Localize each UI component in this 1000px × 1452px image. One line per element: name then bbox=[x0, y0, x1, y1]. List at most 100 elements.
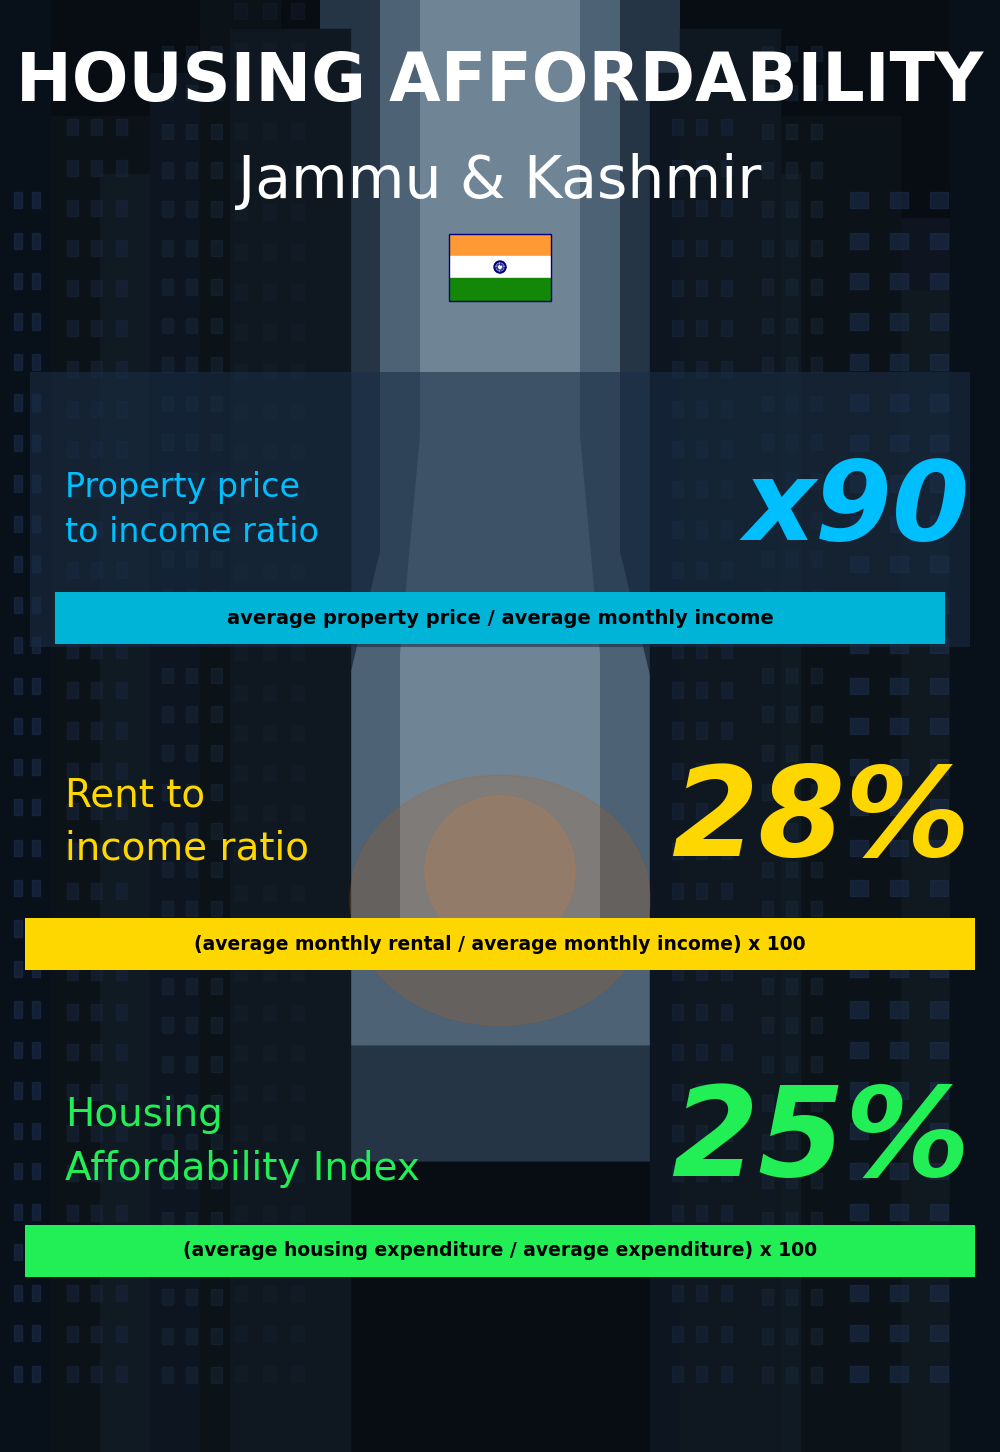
Bar bbox=[786, 1095, 797, 1111]
Bar bbox=[162, 1018, 173, 1032]
Bar bbox=[234, 845, 247, 861]
Bar bbox=[672, 200, 683, 216]
Bar bbox=[786, 1056, 797, 1072]
Bar bbox=[672, 964, 683, 980]
Bar bbox=[67, 240, 78, 256]
Bar bbox=[850, 719, 868, 735]
Bar bbox=[811, 513, 822, 527]
Bar bbox=[162, 1095, 173, 1111]
Bar bbox=[890, 1002, 908, 1018]
Bar bbox=[91, 200, 102, 216]
Bar bbox=[186, 202, 197, 216]
Bar bbox=[890, 1244, 908, 1260]
Bar bbox=[762, 1056, 773, 1072]
Bar bbox=[850, 1082, 868, 1099]
Bar bbox=[672, 1285, 683, 1301]
Bar bbox=[211, 84, 222, 100]
Bar bbox=[721, 762, 732, 778]
Bar bbox=[234, 765, 247, 781]
Bar bbox=[696, 481, 707, 497]
Bar bbox=[116, 923, 127, 939]
Bar bbox=[721, 280, 732, 296]
Bar bbox=[786, 1366, 797, 1382]
Text: average property price / average monthly income: average property price / average monthly… bbox=[227, 608, 773, 627]
Bar bbox=[450, 256, 550, 277]
Bar bbox=[291, 1125, 304, 1141]
Bar bbox=[162, 1250, 173, 1266]
Bar bbox=[263, 925, 276, 941]
Bar bbox=[14, 556, 22, 572]
Bar bbox=[211, 668, 222, 682]
Bar bbox=[14, 1122, 22, 1138]
Bar bbox=[696, 1003, 707, 1019]
Bar bbox=[32, 192, 40, 208]
Bar bbox=[116, 280, 127, 296]
Bar bbox=[762, 784, 773, 800]
Bar bbox=[263, 884, 276, 900]
Bar bbox=[162, 240, 173, 256]
Bar bbox=[263, 1246, 276, 1262]
Bar bbox=[930, 637, 948, 653]
Bar bbox=[162, 979, 173, 995]
Bar bbox=[14, 799, 22, 815]
Bar bbox=[211, 163, 222, 179]
Bar bbox=[721, 883, 732, 899]
Bar bbox=[850, 880, 868, 896]
Bar bbox=[162, 939, 173, 955]
Bar bbox=[696, 1085, 707, 1101]
Bar bbox=[234, 203, 247, 219]
Bar bbox=[721, 803, 732, 819]
Bar bbox=[762, 745, 773, 761]
Bar bbox=[234, 1085, 247, 1102]
Bar bbox=[186, 979, 197, 995]
Bar bbox=[811, 202, 822, 216]
Bar bbox=[263, 283, 276, 299]
Bar bbox=[786, 900, 797, 916]
Bar bbox=[696, 1246, 707, 1262]
Bar bbox=[186, 1250, 197, 1266]
Bar bbox=[186, 1211, 197, 1227]
Bar bbox=[263, 444, 276, 460]
Bar bbox=[263, 83, 276, 99]
Bar bbox=[200, 0, 280, 1452]
Text: Property price
to income ratio: Property price to income ratio bbox=[65, 470, 319, 549]
Bar bbox=[32, 273, 40, 289]
Bar bbox=[840, 290, 980, 1452]
Bar bbox=[186, 745, 197, 761]
Bar bbox=[67, 682, 78, 698]
Bar bbox=[786, 202, 797, 216]
Bar bbox=[850, 354, 868, 370]
Bar bbox=[32, 232, 40, 248]
Bar bbox=[696, 762, 707, 778]
Bar bbox=[786, 1134, 797, 1150]
Ellipse shape bbox=[425, 796, 575, 947]
Bar bbox=[291, 123, 304, 139]
Bar bbox=[786, 707, 797, 722]
Bar bbox=[211, 513, 222, 527]
Bar bbox=[14, 1082, 22, 1099]
Bar bbox=[263, 3, 276, 19]
Bar bbox=[450, 235, 550, 256]
Bar bbox=[672, 1366, 683, 1382]
Bar bbox=[291, 765, 304, 781]
Bar bbox=[930, 1043, 948, 1059]
Bar bbox=[291, 565, 304, 581]
Bar bbox=[162, 318, 173, 334]
Bar bbox=[100, 174, 190, 1452]
Bar bbox=[890, 921, 908, 937]
Bar bbox=[32, 314, 40, 330]
Bar bbox=[850, 1244, 868, 1260]
Bar bbox=[186, 552, 197, 566]
Bar bbox=[162, 1173, 173, 1188]
Bar bbox=[850, 1326, 868, 1342]
Bar bbox=[721, 1044, 732, 1060]
Bar bbox=[14, 515, 22, 531]
Bar bbox=[211, 707, 222, 722]
Bar bbox=[32, 395, 40, 411]
Bar bbox=[116, 481, 127, 497]
Bar bbox=[811, 357, 822, 372]
Text: 28%: 28% bbox=[671, 761, 970, 883]
Bar bbox=[211, 1366, 222, 1382]
Bar bbox=[930, 597, 948, 613]
Bar bbox=[91, 723, 102, 739]
